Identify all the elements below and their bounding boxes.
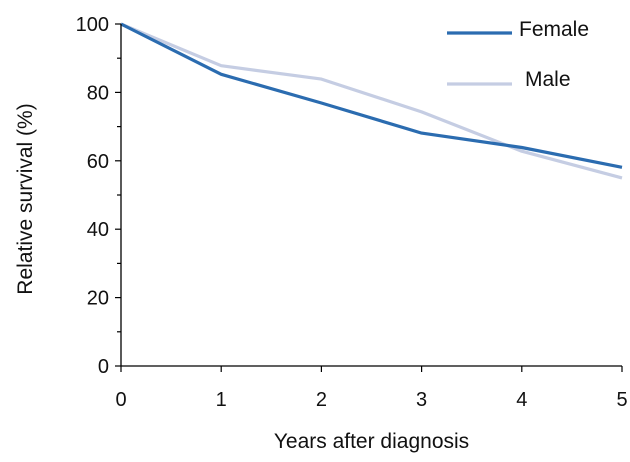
x-tick-label: 1	[216, 389, 227, 411]
legend-label-male: Male	[525, 68, 571, 91]
y-tick-label: 60	[87, 151, 109, 173]
y-tick-label: 100	[76, 14, 109, 36]
x-tick-label: 0	[115, 389, 126, 411]
x-tick-label: 3	[416, 389, 427, 411]
y-tick-label: 40	[87, 219, 109, 241]
x-tick-label: 2	[316, 389, 327, 411]
x-tick-label: 4	[516, 389, 527, 411]
y-axis-title: Relative survival (%)	[14, 103, 37, 294]
y-axis-ticks: 0 20 40 60 80 100	[76, 14, 121, 378]
x-tick-label: 5	[616, 389, 627, 411]
series-line-male	[120, 22, 623, 180]
plot-area	[120, 22, 623, 180]
y-tick-label: 80	[87, 82, 109, 104]
legend-label-female: Female	[519, 18, 589, 41]
x-axis-ticks: 0 1 2 3 4 5	[115, 366, 628, 411]
x-axis-title: Years after diagnosis	[274, 430, 469, 453]
y-tick-label: 0	[98, 356, 109, 378]
legend: Female Male	[447, 18, 589, 91]
series-line-female	[120, 22, 623, 169]
y-tick-label: 20	[87, 288, 109, 310]
